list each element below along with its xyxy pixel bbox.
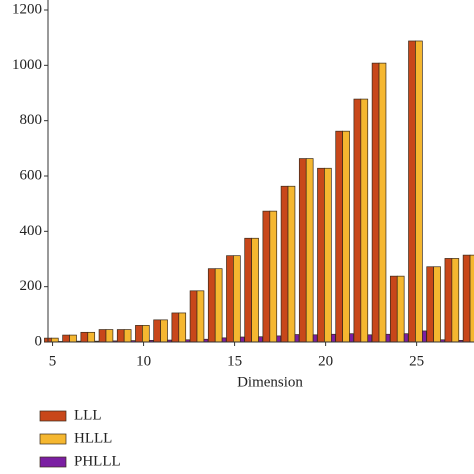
bar: [317, 167, 325, 343]
bar: [396, 275, 405, 343]
bar: [444, 258, 453, 343]
bar: [142, 325, 150, 343]
bar: [305, 158, 314, 343]
y-tick-label: 800: [20, 112, 43, 128]
bar: [116, 329, 125, 343]
bar: [469, 254, 474, 343]
y-tick-label: 600: [20, 167, 43, 183]
y-tick-label: 400: [20, 223, 43, 239]
bar: [280, 185, 289, 343]
legend-label: LLL: [74, 407, 102, 423]
legend-label: HLLL: [74, 430, 112, 446]
bar: [189, 290, 198, 343]
bar: [123, 329, 132, 343]
x-tick-label: 10: [136, 353, 151, 369]
y-tick-label: 1200: [12, 1, 42, 17]
bar: [160, 319, 168, 343]
bar: [342, 130, 350, 343]
bar: [221, 337, 227, 343]
x-tick-label: 20: [318, 353, 333, 369]
bar: [324, 167, 332, 343]
x-tick-label: 25: [409, 353, 424, 369]
bar: [312, 334, 318, 343]
bar: [415, 40, 423, 343]
bar: [171, 312, 180, 343]
bar: [276, 335, 282, 343]
bar: [153, 319, 161, 343]
legend-swatch: [39, 456, 67, 468]
legend-swatch: [39, 410, 67, 422]
bar: [135, 325, 143, 343]
bar: [258, 336, 263, 343]
bar: [451, 258, 460, 343]
bar: [330, 333, 336, 343]
x-tick-label: 5: [49, 353, 57, 369]
bar: [226, 255, 234, 343]
bar: [385, 333, 391, 343]
bar: [105, 329, 114, 343]
bar: [196, 290, 205, 343]
bar: [239, 336, 245, 343]
bar: [98, 329, 107, 343]
legend-swatch: [39, 433, 67, 445]
bar: [244, 237, 252, 343]
bar: [214, 268, 223, 343]
bar: [378, 62, 387, 343]
bar: [371, 62, 380, 343]
bar: [62, 334, 70, 343]
bar: [87, 331, 96, 343]
bar: [367, 334, 373, 343]
bar: [353, 98, 362, 343]
bar: [462, 254, 471, 343]
bar: [287, 185, 296, 343]
bar: [403, 333, 409, 343]
y-tick-label: 200: [20, 278, 43, 294]
bar: [262, 210, 271, 343]
bar: [426, 266, 435, 343]
y-tick-label: 0: [35, 333, 43, 349]
bar: [51, 337, 59, 343]
x-axis-label: Dimension: [237, 374, 303, 390]
bar: [298, 158, 307, 343]
bar: [69, 334, 77, 343]
y-tick-label: 1000: [12, 57, 42, 73]
bar: [408, 40, 416, 343]
bar: [80, 331, 89, 343]
bar: [389, 275, 398, 343]
x-tick-label: 15: [227, 353, 242, 369]
bar: [422, 330, 427, 343]
bar: [251, 237, 259, 343]
bar: [349, 333, 354, 343]
bar: [335, 130, 343, 343]
bar: [269, 210, 278, 343]
bar: [433, 266, 441, 343]
bar: [207, 268, 216, 343]
legend-label: PHLLL: [74, 453, 121, 469]
bar: [178, 312, 187, 343]
bar: [294, 334, 300, 343]
bar: [360, 98, 369, 343]
bar: [233, 255, 241, 343]
